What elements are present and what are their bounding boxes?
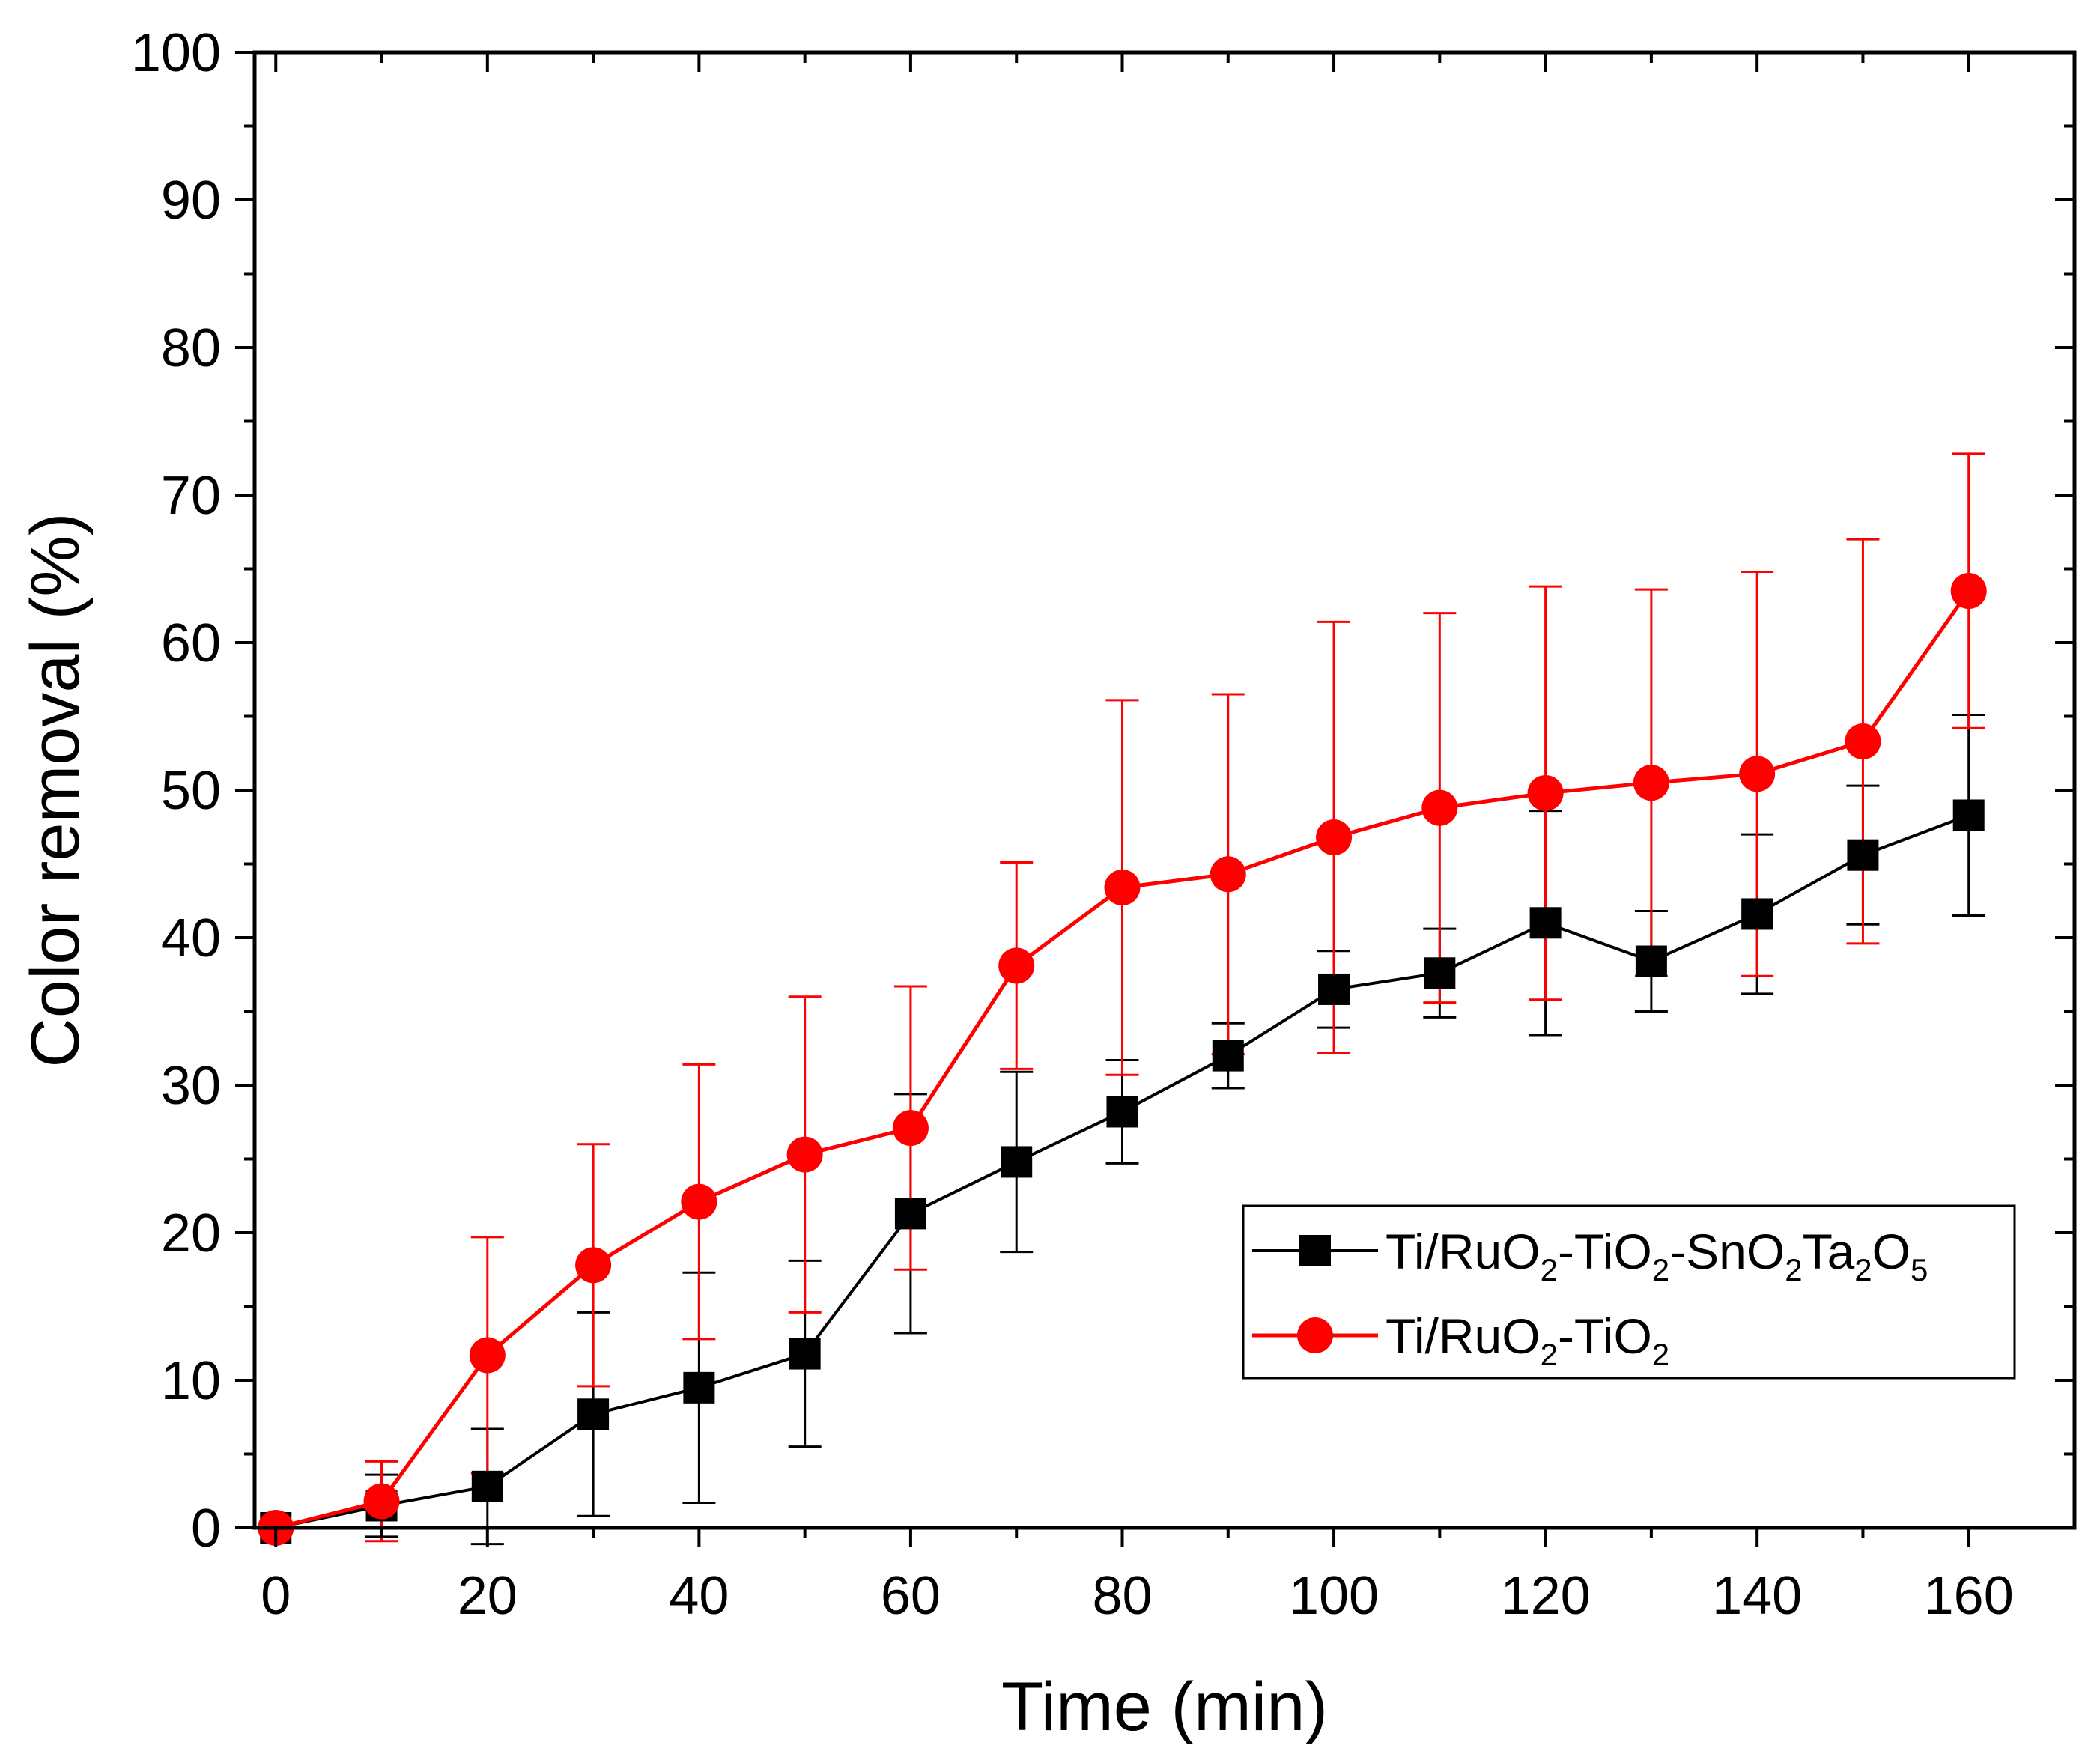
data-point-circle xyxy=(575,1247,612,1284)
legend-label-text: Ti/RuO xyxy=(1386,1308,1541,1364)
legend-label: Ti/RuO2-TiO2 xyxy=(1386,1308,1669,1372)
data-point-circle xyxy=(1527,774,1564,811)
legend-label-text: Ta xyxy=(1803,1224,1855,1279)
x-tick-label: 140 xyxy=(1712,1566,1802,1626)
data-point-circle xyxy=(786,1136,823,1173)
y-axis-title: Color removal (%) xyxy=(17,512,94,1067)
data-point-circle xyxy=(681,1183,717,1220)
data-point-square xyxy=(1212,1040,1244,1072)
data-point-square xyxy=(894,1198,926,1230)
y-tick-label: 50 xyxy=(161,761,221,821)
data-point-circle xyxy=(1104,870,1141,906)
y-tick-label: 70 xyxy=(161,466,221,526)
legend-label-subscript: 2 xyxy=(1652,1252,1669,1287)
data-point-circle xyxy=(1950,573,1987,610)
legend-label-subscript: 5 xyxy=(1911,1252,1928,1287)
data-point-square xyxy=(1635,945,1667,977)
x-tick-label: 100 xyxy=(1289,1566,1379,1626)
y-tick-label: 60 xyxy=(161,613,221,673)
y-tick-label: 0 xyxy=(191,1499,221,1559)
data-point-square xyxy=(1741,898,1773,930)
data-point-circle xyxy=(1421,789,1458,826)
legend-box xyxy=(1242,1204,2016,1380)
data-point-circle xyxy=(1210,856,1246,893)
x-axis-title: Time (min) xyxy=(1001,1669,1328,1745)
x-tick-label: 60 xyxy=(881,1566,941,1626)
legend-label-text: -TiO xyxy=(1558,1308,1652,1364)
x-tick-label: 120 xyxy=(1501,1566,1591,1626)
legend-label-subscript: 2 xyxy=(1541,1337,1558,1372)
x-tick-label: 160 xyxy=(1924,1566,2014,1626)
data-point-square xyxy=(1847,839,1879,871)
data-point-square xyxy=(1424,957,1456,989)
series-markers xyxy=(258,573,1987,1546)
data-point-square xyxy=(471,1470,503,1502)
y-tick-label: 40 xyxy=(161,908,221,968)
data-point-square xyxy=(789,1338,821,1370)
data-point-circle xyxy=(1845,723,1881,759)
legend-label-text: -TiO xyxy=(1558,1224,1652,1279)
data-point-circle xyxy=(998,947,1035,984)
data-point-square xyxy=(683,1371,715,1404)
data-point-square xyxy=(1001,1146,1033,1178)
legend-marker-circle xyxy=(1297,1317,1333,1353)
legend-label: Ti/RuO2-TiO2-SnO2Ta2O5 xyxy=(1386,1224,1928,1287)
y-tick-label: 90 xyxy=(161,171,221,231)
error-bars xyxy=(365,452,1985,1546)
data-point-circle xyxy=(892,1110,929,1147)
data-point-square xyxy=(1106,1096,1138,1128)
axis-tick-labels: 0 20 40 60 80 100 120 140 160 0 10 20 30 40 50 60 70 80 90… xyxy=(131,23,2014,1626)
x-tick-label: 40 xyxy=(669,1566,729,1626)
data-point-circle xyxy=(469,1337,506,1374)
legend-label-subscript: 2 xyxy=(1652,1337,1669,1372)
y-tick-label: 80 xyxy=(161,318,221,378)
axis-ticks xyxy=(235,51,2075,1547)
y-tick-label: 20 xyxy=(161,1204,221,1263)
data-point-circle xyxy=(1739,756,1776,792)
y-tick-label: 100 xyxy=(131,23,221,83)
y-tick-label: 30 xyxy=(161,1056,221,1116)
data-point-square xyxy=(1529,907,1562,939)
legend-marker-square xyxy=(1299,1235,1331,1266)
x-tick-label: 0 xyxy=(261,1566,291,1626)
data-point-circle xyxy=(363,1483,400,1520)
x-tick-label: 20 xyxy=(458,1566,518,1626)
legend-label-text: Ti/RuO xyxy=(1386,1224,1541,1279)
legend-label-text: O xyxy=(1872,1224,1911,1279)
x-tick-label: 80 xyxy=(1092,1566,1152,1626)
legend-label-text: -SnO xyxy=(1669,1224,1785,1279)
data-point-square xyxy=(1318,973,1350,1005)
data-point-circle xyxy=(1316,819,1353,856)
legend-label-subscript: 2 xyxy=(1785,1252,1802,1287)
legend-label-subscript: 2 xyxy=(1541,1252,1558,1287)
data-point-square xyxy=(1952,799,1985,831)
data-point-circle xyxy=(1633,765,1669,801)
legend-label-subscript: 2 xyxy=(1854,1252,1872,1287)
y-tick-label: 10 xyxy=(161,1351,221,1411)
data-point-square xyxy=(577,1398,610,1430)
